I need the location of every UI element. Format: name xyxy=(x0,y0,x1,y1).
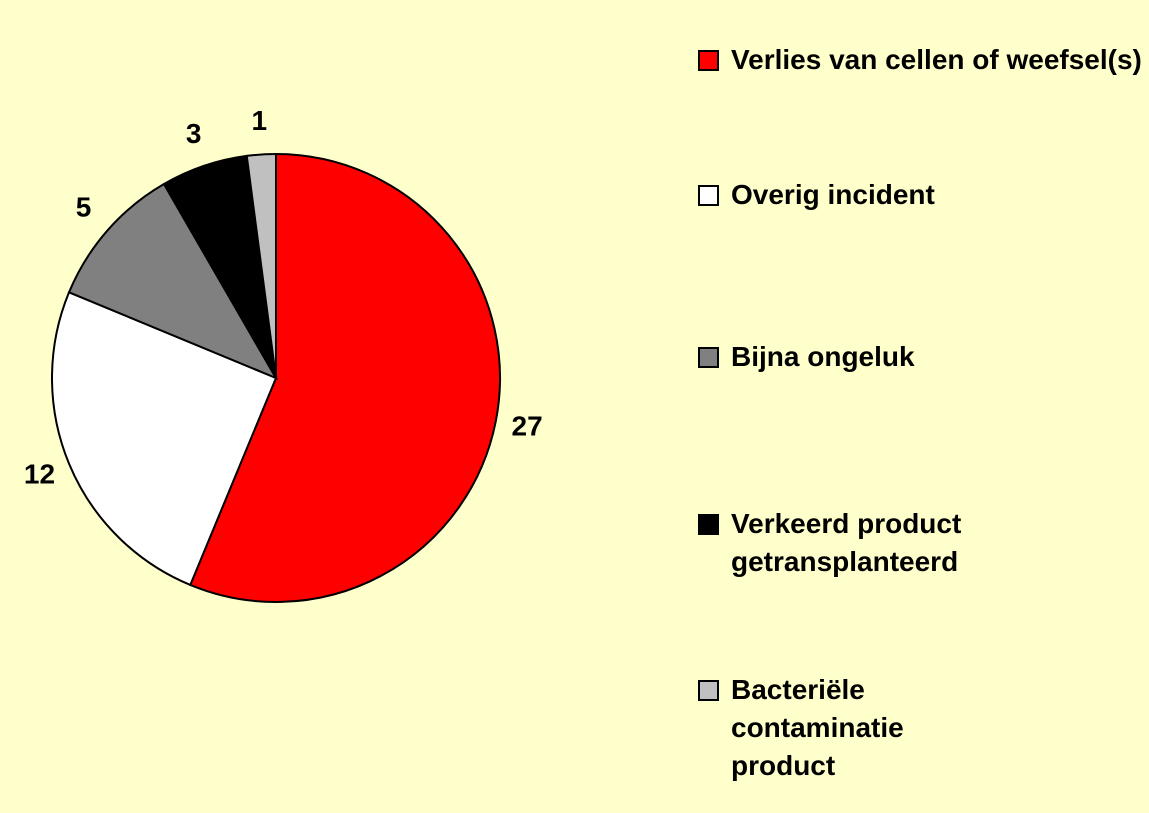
data-label: 1 xyxy=(251,105,267,136)
chart: 27 12 5 3 1 xyxy=(24,105,543,603)
pie-slice xyxy=(188,152,501,603)
legend-item: Bacteriële contaminatie product xyxy=(698,671,981,785)
legend-swatch xyxy=(698,347,719,368)
legend-swatch xyxy=(698,514,719,535)
legend-label: Bijna ongeluk xyxy=(731,341,915,372)
data-label: 3 xyxy=(186,118,202,149)
legend-item: Overig incident xyxy=(698,176,1149,214)
pie-slice xyxy=(67,182,279,381)
data-label: 5 xyxy=(76,192,92,223)
legend-item: Verkeerd product getransplanteerd xyxy=(698,505,1149,581)
legend-item: Bijna ongeluk xyxy=(698,338,1149,376)
data-label: 27 xyxy=(512,410,543,441)
legend-label: Overig incident xyxy=(731,179,935,210)
data-label: 12 xyxy=(24,458,55,489)
legend-swatch xyxy=(698,680,719,701)
legend-label: Verkeerd product getransplanteerd xyxy=(731,508,962,577)
legend-swatch xyxy=(698,185,719,206)
pie-slice xyxy=(245,152,277,379)
legend-label: Bacteriële contaminatie product xyxy=(731,674,904,781)
legend-swatch xyxy=(698,50,719,71)
legend-item: Verlies van cellen of weefsel(s) xyxy=(698,41,1149,79)
legend-label: Verlies van cellen of weefsel(s) xyxy=(731,44,1142,75)
pie-slice xyxy=(51,290,278,587)
